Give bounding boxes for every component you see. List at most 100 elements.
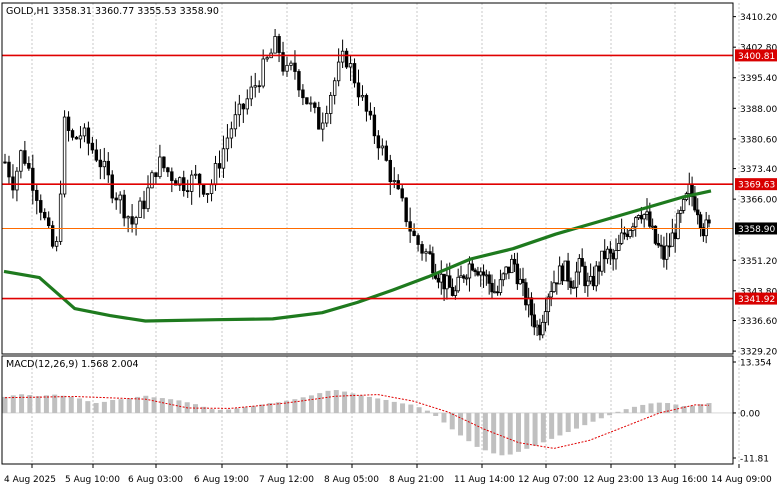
level-label: 3369.63 [738, 181, 775, 191]
y-tick-label: 3373.40 [740, 165, 777, 175]
x-tick-label: 11 Aug 14:00 [454, 475, 515, 485]
y-tick-label: 3366.00 [740, 196, 777, 206]
macd-bar [424, 410, 430, 413]
x-tick-label: 5 Aug 10:00 [65, 475, 120, 485]
level-label-bg [735, 292, 777, 305]
macd-histogram [2, 390, 733, 456]
candle-body [546, 296, 551, 313]
candle-body [481, 271, 486, 276]
candle-body [102, 160, 106, 168]
candle-body [90, 142, 95, 151]
macd-bar [176, 400, 182, 413]
candle-body [146, 187, 150, 210]
level-label: 3341.92 [738, 295, 775, 305]
candle-body [245, 98, 249, 110]
candle-body [384, 145, 389, 161]
candle-body [524, 282, 528, 306]
macd-bar [259, 404, 265, 413]
macd-bar [201, 406, 207, 413]
candle-body [467, 263, 472, 279]
candle-body [667, 245, 672, 248]
x-tick-label: 8 Aug 05:00 [324, 475, 379, 485]
candle-body [289, 62, 293, 66]
candle-body [400, 188, 404, 199]
candle-body [543, 311, 548, 323]
macd-signal-line [4, 394, 710, 449]
candle-body [707, 219, 711, 224]
macd-y-tick-label: -11.81 [740, 455, 769, 465]
candle-body [301, 89, 305, 99]
macd-bar [565, 412, 571, 433]
x-tick-label: 14 Aug 09:00 [711, 475, 772, 485]
macd-bar [27, 395, 33, 413]
candle-body [392, 180, 396, 183]
chart-title: GOLD,H1 3358.31 3360.77 3355.53 3358.90 [6, 6, 219, 17]
macd-bar [400, 403, 406, 413]
candle-body [588, 275, 593, 282]
level-label: 3400.81 [738, 52, 775, 62]
candle-body [360, 95, 365, 98]
candle-body [424, 251, 428, 254]
candle-body [62, 116, 67, 195]
candle-body [662, 245, 666, 260]
candle-body [687, 183, 691, 195]
candle-body [293, 62, 297, 72]
macd-bar [366, 396, 372, 413]
macd-bar [474, 412, 480, 447]
candle-body [273, 36, 277, 54]
candle-body [459, 275, 463, 278]
macd-bar [10, 395, 16, 413]
candle-body [313, 102, 317, 108]
candle-body [336, 61, 341, 82]
x-tick-label: 7 Aug 12:00 [259, 475, 314, 485]
macd-bar [60, 395, 66, 413]
candle-body [507, 266, 511, 274]
y-tick-label: 3343.80 [740, 287, 777, 297]
candle-body [566, 260, 570, 282]
candle-body [43, 211, 47, 219]
level-label-bg [735, 49, 777, 62]
candle-body [217, 163, 222, 169]
level-label-bg [735, 178, 777, 191]
macd-bar [466, 412, 472, 442]
candle-body [439, 273, 443, 283]
macd-bar [623, 409, 629, 413]
candle-body [591, 275, 596, 287]
macd-bar [408, 404, 414, 413]
candle-body [261, 58, 265, 87]
candle-body [560, 265, 565, 282]
candle-body [605, 248, 610, 260]
candle-body [600, 250, 604, 272]
candle-body [265, 57, 269, 60]
candle-body [3, 161, 7, 164]
macd-bar [2, 396, 8, 413]
candle-body [130, 216, 134, 225]
macd-bar [93, 403, 99, 413]
candle-body [628, 230, 632, 237]
candle-body [23, 150, 27, 164]
candle-body [27, 162, 31, 169]
candle-body [332, 80, 337, 96]
candle-body [538, 324, 542, 336]
current-price-label-bg [735, 222, 777, 235]
candle-body [521, 278, 525, 284]
candle-body [504, 266, 508, 275]
macd-bar [598, 412, 604, 419]
candle-body [608, 248, 613, 254]
macd-bar [209, 409, 215, 413]
candle-body [325, 113, 329, 124]
candle-body [50, 225, 55, 247]
main-panel-frame [1, 2, 734, 355]
current-price-label: 3358.90 [738, 225, 775, 235]
macd-bar [43, 395, 49, 413]
candle-body [676, 212, 680, 240]
macd-y-tick-label: 0.00 [740, 409, 760, 419]
candle-body [94, 149, 99, 161]
candle-body [225, 137, 230, 150]
candle-body [257, 85, 261, 88]
candle-body [583, 265, 587, 287]
candle-body [209, 184, 214, 194]
candle-body [138, 200, 142, 219]
candle-body [412, 230, 416, 236]
macd-bar [308, 395, 314, 413]
